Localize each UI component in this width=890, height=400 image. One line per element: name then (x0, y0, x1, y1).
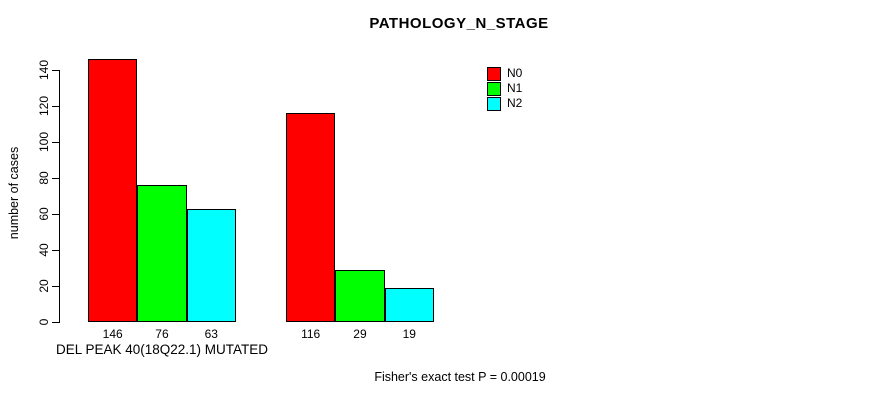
legend-swatch-n1 (487, 81, 501, 96)
bar-n0-group1 (88, 59, 138, 322)
y-axis-tick (52, 214, 59, 215)
bar-value-label: 76 (155, 327, 169, 341)
bar-value-label: 63 (204, 327, 218, 341)
bar-value-label: 116 (301, 327, 321, 341)
y-axis-tick (52, 178, 59, 179)
bar-n2-group1 (186, 208, 236, 322)
legend: N0 N1 N2 (487, 66, 522, 111)
bar-n1-group2 (335, 269, 385, 322)
legend-label: N1 (507, 81, 523, 95)
y-axis-tick-label: 40 (37, 243, 51, 257)
y-axis-tick-label: 100 (37, 131, 51, 153)
chart-title: PATHOLOGY_N_STAGE (369, 15, 549, 32)
bar-n1-group1 (137, 185, 187, 322)
y-axis-tick-label: 80 (37, 171, 51, 185)
y-axis-tick-label: 120 (37, 95, 51, 117)
y-axis-tick-label: 20 (37, 279, 51, 293)
y-axis-tick (52, 250, 59, 251)
legend-swatch-n2 (487, 96, 501, 111)
y-axis-tick-label: 60 (37, 207, 51, 221)
bar-n0-group2 (286, 113, 336, 322)
bar-n2-group2 (384, 287, 434, 322)
y-axis-tick-label: 140 (37, 59, 51, 81)
legend-label: N0 (507, 66, 523, 80)
legend-item-n2: N2 (487, 96, 522, 111)
legend-item-n1: N1 (487, 81, 522, 96)
legend-item-n0: N0 (487, 66, 522, 81)
x-axis-group-label: DEL PEAK 40(18Q22.1) MUTATED (55, 342, 269, 357)
y-axis-tick (52, 70, 59, 71)
legend-label: N2 (507, 96, 523, 110)
y-axis-label: number of cases (7, 146, 21, 240)
statistics-note: Fisher's exact test P = 0.00019 (374, 370, 546, 384)
y-axis-tick (52, 142, 59, 143)
y-axis-tick (52, 322, 59, 323)
bar-value-label: 146 (102, 327, 123, 341)
y-axis-tick (52, 286, 59, 287)
y-axis-tick-label: 0 (37, 318, 51, 326)
y-axis-line (59, 70, 60, 323)
legend-swatch-n0 (487, 66, 501, 81)
y-axis-tick (52, 106, 59, 107)
bar-value-label: 19 (402, 327, 416, 341)
bar-value-label: 29 (353, 327, 367, 341)
